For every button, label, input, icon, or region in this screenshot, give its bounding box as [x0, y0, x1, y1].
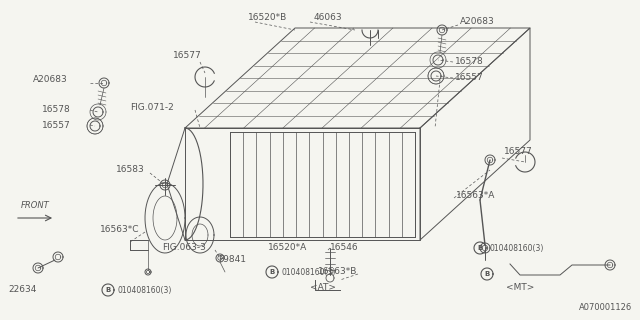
Text: 010408160(3): 010408160(3)	[118, 285, 172, 294]
Text: 16557: 16557	[42, 121, 71, 130]
Text: 16578: 16578	[455, 58, 484, 67]
Text: 16520*A: 16520*A	[268, 244, 307, 252]
Text: 16583: 16583	[116, 165, 145, 174]
Text: A20683: A20683	[33, 76, 68, 84]
Text: 16578: 16578	[42, 106, 71, 115]
Text: 16563*C: 16563*C	[100, 226, 140, 235]
Text: A20683: A20683	[460, 18, 495, 27]
Text: B: B	[477, 245, 483, 251]
Text: A070001126: A070001126	[579, 303, 632, 312]
Text: 010408160(3): 010408160(3)	[490, 244, 545, 252]
Text: 010408160(3): 010408160(3)	[282, 268, 337, 276]
Text: F9841: F9841	[218, 255, 246, 265]
Text: 16577: 16577	[173, 51, 202, 60]
Text: 16563*A: 16563*A	[456, 190, 495, 199]
Text: 16557: 16557	[455, 74, 484, 83]
Text: 46063: 46063	[314, 13, 342, 22]
Text: B: B	[484, 271, 490, 277]
Text: 16520*B: 16520*B	[248, 13, 287, 22]
Text: FRONT: FRONT	[20, 201, 49, 210]
Text: FIG.063-3: FIG.063-3	[162, 244, 206, 252]
Text: 16577: 16577	[504, 148, 532, 156]
Text: <MT>: <MT>	[506, 284, 534, 292]
Text: B: B	[106, 287, 111, 293]
Text: 16563*B: 16563*B	[318, 268, 357, 276]
Text: FIG.071-2: FIG.071-2	[130, 103, 173, 113]
Text: 22634: 22634	[8, 285, 36, 294]
Text: B: B	[269, 269, 275, 275]
Text: 16546: 16546	[330, 244, 358, 252]
Text: <AT>: <AT>	[310, 284, 336, 292]
